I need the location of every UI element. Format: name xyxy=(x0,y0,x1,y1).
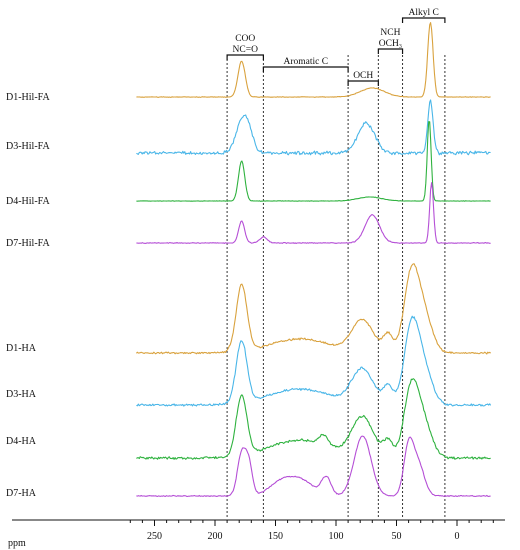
spectrum-label: D3-Hil-FA xyxy=(6,141,50,152)
region-bracket xyxy=(347,80,379,86)
spectrum-label: D7-HA xyxy=(6,488,37,499)
region-label: Aromatic C xyxy=(283,57,328,67)
spectrum-trace xyxy=(136,378,491,460)
spectrum-trace xyxy=(136,435,491,498)
region-label: NCH xyxy=(380,28,400,38)
spectrum-label: D3-HA xyxy=(6,389,37,400)
region-label: OCH xyxy=(353,71,373,81)
x-tick-label: 200 xyxy=(208,531,223,542)
x-axis-title: ppm xyxy=(8,538,26,549)
region-label-secondary: OCH₃ xyxy=(379,39,402,49)
x-tick-label: 150 xyxy=(268,531,283,542)
spectrum-label: D4-Hil-FA xyxy=(6,196,50,207)
region-guide-lines xyxy=(226,55,446,517)
region-label: Alkyl C xyxy=(409,8,439,18)
region-bracket xyxy=(226,54,264,60)
region-label-secondary: NC=O xyxy=(233,45,259,55)
spectrum-trace xyxy=(136,121,491,202)
x-tick-label: 100 xyxy=(329,531,344,542)
spectra-traces xyxy=(135,22,492,498)
spectrum-trace xyxy=(135,263,491,355)
x-axis: 250 200 150 100 50 0 xyxy=(12,519,505,542)
spectrum-trace xyxy=(136,315,492,407)
region-label: COO xyxy=(235,34,255,44)
spectrum-label: D1-HA xyxy=(6,343,37,354)
region-bracket xyxy=(401,17,446,23)
region-bracket xyxy=(377,48,404,54)
spectrum-trace xyxy=(136,22,491,98)
x-tick-label: 50 xyxy=(392,531,402,542)
spectrum-label: D1-Hil-FA xyxy=(6,92,50,103)
region-bracket xyxy=(262,66,349,72)
spectrum-trace xyxy=(136,182,491,245)
spectrum-trace xyxy=(136,99,491,156)
x-tick-label: 250 xyxy=(147,531,162,542)
spectrum-labels: D1-Hil-FA D3-Hil-FA D4-Hil-FA D7-Hil-FA D1-H… xyxy=(6,92,50,499)
spectrum-label: D7-Hil-FA xyxy=(6,238,50,249)
x-tick-label: 0 xyxy=(455,531,460,542)
spectrum-label: D4-HA xyxy=(6,436,37,447)
